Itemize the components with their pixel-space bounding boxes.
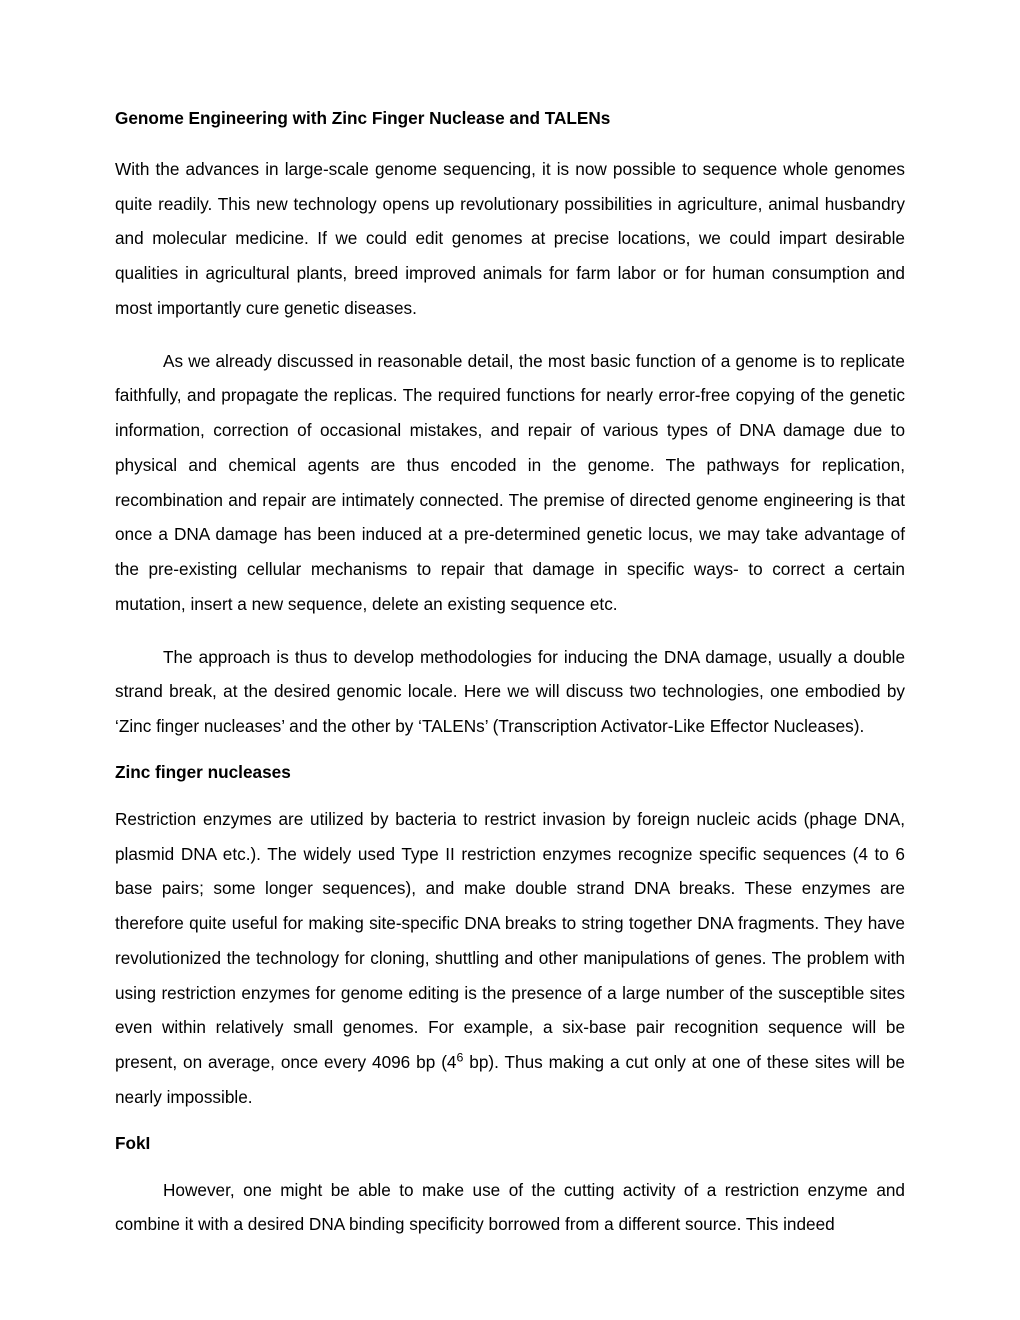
paragraph-intro: With the advances in large-scale genome …: [115, 152, 905, 326]
heading-fokI: FokI: [115, 1133, 905, 1154]
page-title: Genome Engineering with Zinc Finger Nucl…: [115, 106, 905, 132]
paragraph-fokI: However, one might be able to make use o…: [115, 1173, 905, 1243]
paragraph-genome-function: As we already discussed in reasonable de…: [115, 344, 905, 622]
p4-pre-text: Restriction enzymes are utilized by bact…: [115, 809, 905, 1072]
heading-zinc-finger: Zinc finger nucleases: [115, 762, 905, 783]
paragraph-approach: The approach is thus to develop methodol…: [115, 640, 905, 744]
document-page: Genome Engineering with Zinc Finger Nucl…: [0, 0, 1020, 1320]
paragraph-restriction-enzymes: Restriction enzymes are utilized by bact…: [115, 802, 905, 1115]
